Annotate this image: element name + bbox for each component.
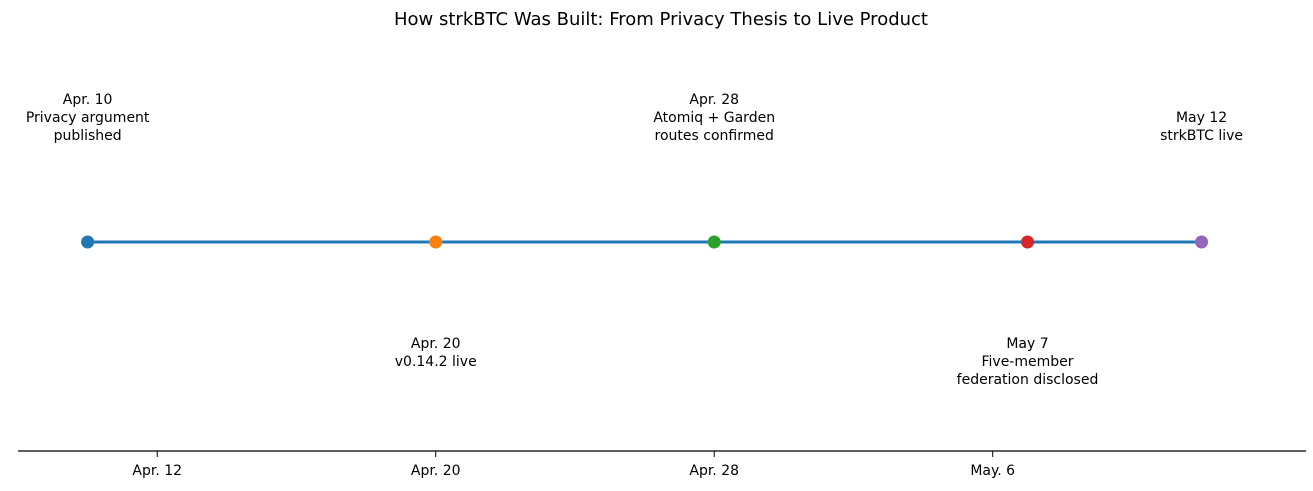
chart-title: How strkBTC Was Built: From Privacy Thes… [394,9,928,30]
x-tick-label: Apr. 12 [132,463,182,479]
event-date-label: May 7 [1006,336,1048,352]
event-date-label: May 12 [1176,110,1227,126]
event-description-label: published [54,128,122,144]
event-description-label: routes confirmed [655,128,774,144]
x-tick-label: Apr. 20 [411,463,461,479]
event-marker [707,235,721,249]
x-tick-label: May. 6 [970,463,1015,479]
event-description-label: strkBTC live [1160,128,1243,144]
event-description-label: Privacy argument [26,110,150,126]
event-marker [429,235,443,249]
event-marker [81,235,95,249]
event-date-label: Apr. 20 [411,336,461,352]
event-date-label: Apr. 28 [689,92,739,108]
event-marker [1195,235,1209,249]
x-tick-label: Apr. 28 [689,463,739,479]
event-marker [1021,235,1035,249]
event-description-label: Five-member [981,354,1073,370]
event-date-label: Apr. 10 [63,92,113,108]
x-axis: Apr. 12 Apr. 20 Apr. 28 May. 6 [18,450,1306,479]
event-description-label: v0.14.2 live [395,354,477,370]
event-description-label: Atomiq + Garden [653,110,775,126]
timeline-events: Apr. 10 Privacy argument published Apr. 20 v… [26,92,1243,388]
event-description-label: federation disclosed [957,372,1099,388]
